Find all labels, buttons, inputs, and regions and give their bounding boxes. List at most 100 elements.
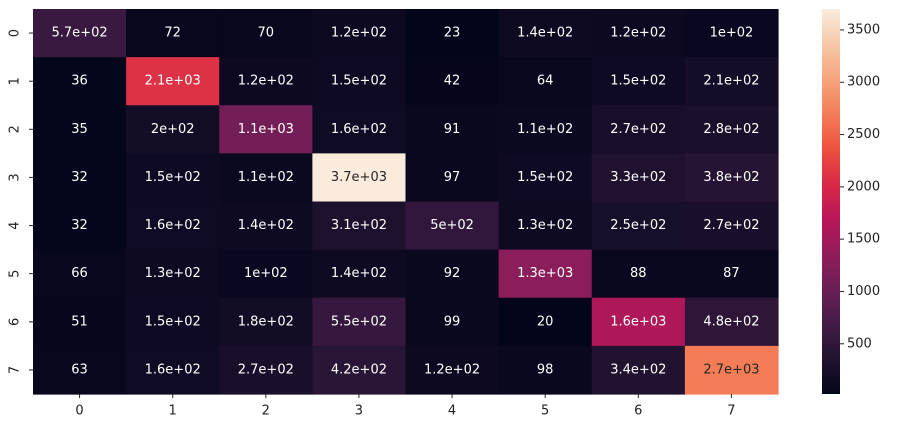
cell-annotation: 2.1e+02 xyxy=(703,74,759,89)
heatmap-cell-4-5 xyxy=(498,201,593,251)
heatmap-cell-5-0 xyxy=(33,249,127,299)
cell-annotation: 98 xyxy=(537,362,554,377)
y-axis: 0 1 2 3 4 5 6 7 xyxy=(8,29,33,374)
cell-annotation: 1.3e+03 xyxy=(517,266,573,281)
y-tick-label: 3 xyxy=(8,173,23,181)
heatmap-cell-3-3 xyxy=(312,153,407,203)
heatmap-cell-6-1 xyxy=(126,297,220,347)
cell-annotation: 4.2e+02 xyxy=(331,362,387,377)
heatmap-cell-3-6 xyxy=(591,153,686,203)
x-axis: 0 1 2 3 4 5 6 7 xyxy=(75,394,736,419)
heatmap-cell-3-2 xyxy=(219,153,313,203)
colorbar-tick-label: 3500 xyxy=(847,22,880,37)
heatmap-cell-4-6 xyxy=(591,201,686,251)
cell-annotation: 91 xyxy=(444,122,461,137)
cell-annotation: 2.7e+02 xyxy=(238,362,294,377)
heatmap-cell-6-2 xyxy=(219,297,313,347)
cell-annotation: 20 xyxy=(537,314,554,329)
heatmap-cell-2-0 xyxy=(33,105,127,154)
heatmap-cell-4-0 xyxy=(33,201,127,251)
cell-annotation: 87 xyxy=(723,266,740,281)
cell-annotation: 5.5e+02 xyxy=(331,314,387,329)
x-tick-label: 5 xyxy=(541,404,549,419)
cell-annotation: 1.4e+02 xyxy=(517,26,573,41)
heatmap-cell-3-5 xyxy=(498,153,593,203)
cell-annotation: 36 xyxy=(71,74,88,89)
cell-annotation: 3.7e+03 xyxy=(331,170,387,185)
cell-annotation: 2.7e+02 xyxy=(610,122,666,137)
cell-annotation: 92 xyxy=(444,266,461,281)
heatmap-cell-0-0 xyxy=(33,9,127,58)
heatmap-cell-4-1 xyxy=(126,201,220,251)
cell-annotation: 1.2e+02 xyxy=(331,26,387,41)
heatmap-cell-4-2 xyxy=(219,201,313,251)
heatmap-cell-1-7 xyxy=(684,57,779,106)
cell-annotation: 3.4e+02 xyxy=(610,362,666,377)
cell-annotation: 1e+02 xyxy=(710,26,754,41)
heatmap-cell-1-2 xyxy=(219,57,313,106)
y-tick-label: 0 xyxy=(8,29,23,37)
heatmap-cell-4-3 xyxy=(312,201,407,251)
cell-annotation: 4.8e+02 xyxy=(703,314,759,329)
x-tick-label: 4 xyxy=(448,404,456,419)
colorbar-tick-label: 2500 xyxy=(847,127,880,142)
heatmap-cell-6-0 xyxy=(33,297,127,347)
cell-annotation: 1.8e+02 xyxy=(238,314,294,329)
cell-annotation: 2.8e+02 xyxy=(703,122,759,137)
heatmap-cell-5-3 xyxy=(312,249,407,299)
colorbar-tick-label: 1000 xyxy=(847,284,880,299)
cell-annotation: 63 xyxy=(71,362,88,377)
cell-annotation: 32 xyxy=(71,218,88,233)
heatmap-cell-1-5 xyxy=(498,57,593,106)
heatmap-cells xyxy=(33,9,779,395)
cell-annotation: 66 xyxy=(71,266,88,281)
cell-annotation: 1.5e+02 xyxy=(610,74,666,89)
cell-annotation: 32 xyxy=(71,170,88,185)
heatmap-cell-6-4 xyxy=(405,297,500,347)
colorbar: 500 1000 1500 2000 2500 3000 3500 xyxy=(822,9,880,394)
y-tick-label: 6 xyxy=(8,318,23,326)
cell-annotation: 1.1e+03 xyxy=(238,122,294,137)
colorbar-tick-label: 500 xyxy=(847,336,872,351)
y-tick-label: 7 xyxy=(8,366,23,374)
cell-annotation: 1.3e+02 xyxy=(145,266,201,281)
heatmap-cell-7-4 xyxy=(405,345,500,395)
heatmap-cell-3-1 xyxy=(126,153,220,203)
cell-annotation: 2.1e+03 xyxy=(145,74,201,89)
cell-annotation: 1.1e+02 xyxy=(238,170,294,185)
heatmap-cell-3-7 xyxy=(684,153,779,203)
x-tick-label: 1 xyxy=(169,404,177,419)
cell-annotation: 97 xyxy=(444,170,461,185)
heatmap-cell-2-2 xyxy=(219,105,313,154)
y-tick-label: 2 xyxy=(8,125,23,133)
heatmap-cell-0-3 xyxy=(312,9,407,58)
heatmap-cell-2-7 xyxy=(684,105,779,154)
heatmap-cell-6-7 xyxy=(684,297,779,347)
cell-annotation: 5e+02 xyxy=(430,218,474,233)
cell-annotation: 1.2e+02 xyxy=(424,362,480,377)
heatmap-cell-5-4 xyxy=(405,249,500,299)
heatmap-cell-1-1 xyxy=(126,57,220,106)
cell-annotation: 2.5e+02 xyxy=(610,218,666,233)
cell-annotation: 23 xyxy=(444,26,461,41)
x-tick-label: 6 xyxy=(634,404,642,419)
heatmap-cell-0-1 xyxy=(126,9,220,58)
heatmap-cell-7-5 xyxy=(498,345,593,395)
x-tick-label: 2 xyxy=(262,404,270,419)
heatmap-cell-6-5 xyxy=(498,297,593,347)
cell-annotation: 5.7e+02 xyxy=(52,26,108,41)
x-tick-label: 0 xyxy=(75,404,83,419)
heatmap-cell-4-4 xyxy=(405,201,500,251)
heatmap-cell-5-2 xyxy=(219,249,313,299)
heatmap-cell-3-4 xyxy=(405,153,500,203)
heatmap-cell-0-6 xyxy=(591,9,686,58)
heatmap-cell-2-6 xyxy=(591,105,686,154)
cell-annotation: 88 xyxy=(630,266,647,281)
cell-annotation: 1.6e+03 xyxy=(610,314,666,329)
heatmap-cell-1-4 xyxy=(405,57,500,106)
cell-annotation: 1.1e+02 xyxy=(517,122,573,137)
cell-annotation: 1.5e+02 xyxy=(331,74,387,89)
cell-annotation: 1.2e+02 xyxy=(238,74,294,89)
cell-annotation: 70 xyxy=(258,26,275,41)
